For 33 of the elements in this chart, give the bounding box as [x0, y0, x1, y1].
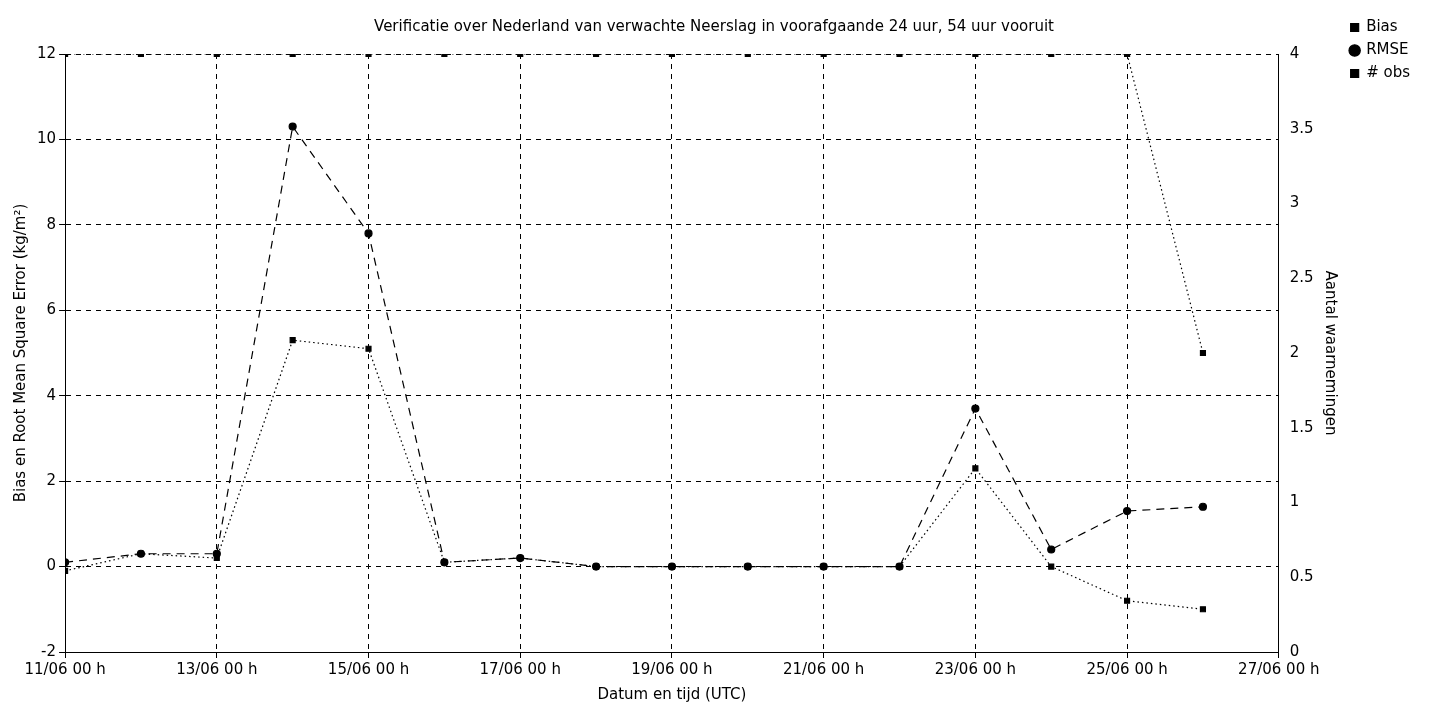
y2-tick-label: 1.5 [1289, 417, 1314, 436]
legend-label: RMSE [1366, 40, 1409, 59]
y-tick-label: 0 [46, 556, 57, 575]
x-tick-label: 25/06 00 h [1086, 659, 1168, 678]
x-tick-label: 21/06 00 h [782, 659, 865, 678]
x-tick-label: 23/06 00 h [934, 659, 1017, 678]
x-tick-label: 19/06 00 h [631, 659, 713, 678]
y-tick-label: 6 [46, 300, 57, 319]
legend-label: # obs [1366, 63, 1411, 82]
y-tick-label: 12 [36, 43, 57, 62]
y-tick-label: 4 [46, 385, 57, 404]
y2-tick-label: 0 [1289, 641, 1300, 660]
y2-tick-label: 3.5 [1289, 118, 1314, 137]
y2-tick-label: 2.5 [1289, 268, 1314, 287]
x-tick-label: 15/06 00 h [327, 659, 410, 678]
chart-title: Verificatie over Nederland van verwachte Neerslag in voorafgaande 24 uur, 54 uur vooruit [374, 16, 1055, 35]
y2-tick-label: 2 [1289, 342, 1300, 361]
x-tick-label: 11/06 00 h [24, 659, 106, 678]
x-tick-label: 13/06 00 h [176, 659, 258, 678]
legend-label: Bias [1366, 17, 1398, 36]
x-tick-label: 17/06 00 h [479, 659, 561, 678]
y-tick-label: 8 [46, 214, 57, 233]
y2-tick-label: 4 [1289, 43, 1300, 62]
y2-axis-title: Aantal waarnemingen [1321, 270, 1340, 436]
x-axis-title: Datum en tijd (UTC) [597, 684, 747, 703]
y2-tick-label: 3 [1289, 193, 1300, 212]
x-tick-label: 27/06 00 h [1238, 659, 1320, 678]
y2-tick-label: 0.5 [1289, 567, 1314, 586]
y-tick-label: 2 [46, 471, 57, 490]
y-axis-title: Bias en Root Mean Square Error (kg/m²) [10, 203, 29, 503]
y-tick-label: -2 [41, 641, 57, 660]
y-tick-label: 10 [36, 129, 57, 148]
y2-tick-label: 1 [1289, 492, 1300, 511]
